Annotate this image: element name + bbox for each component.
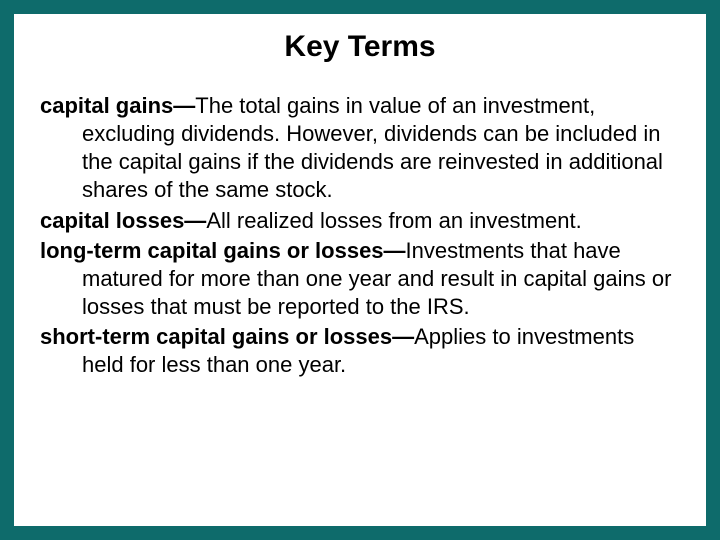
term-label: short-term capital gains or losses— <box>40 324 414 349</box>
slide-content: Key Terms capital gains—The total gains … <box>14 14 706 526</box>
term-entry: short-term capital gains or losses—Appli… <box>40 323 680 379</box>
term-entry: capital losses—All realized losses from … <box>40 207 680 235</box>
term-label: long-term capital gains or losses— <box>40 238 406 263</box>
term-label: capital losses— <box>40 208 206 233</box>
slide-frame: Key Terms capital gains—The total gains … <box>0 0 720 540</box>
term-entry: capital gains—The total gains in value o… <box>40 92 680 205</box>
terms-list: capital gains—The total gains in value o… <box>40 92 680 380</box>
term-definition: All realized losses from an investment. <box>206 208 581 233</box>
term-entry: long-term capital gains or losses—Invest… <box>40 237 680 321</box>
term-label: capital gains— <box>40 93 195 118</box>
slide-title: Key Terms <box>40 30 680 64</box>
